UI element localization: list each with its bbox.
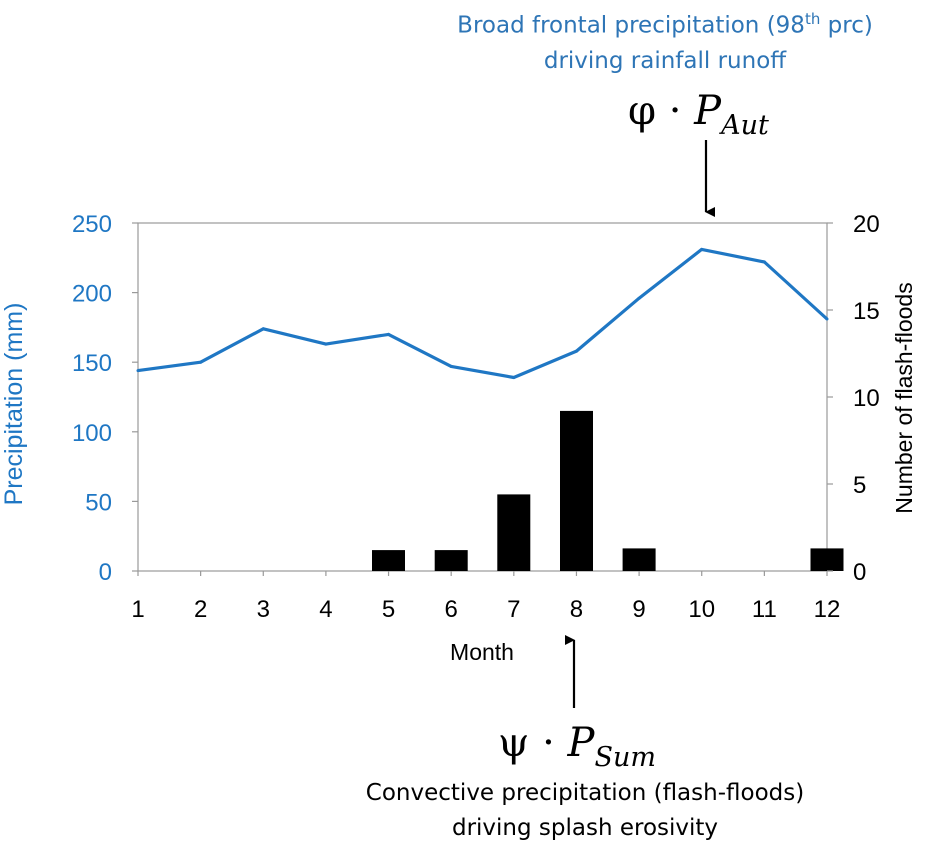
bottom-formula-subscript: Sum bbox=[594, 742, 656, 773]
left-axis-tick-label: 50 bbox=[85, 489, 112, 516]
right-axis-tick-label: 5 bbox=[853, 472, 866, 499]
precipitation-point-month-3 bbox=[261, 327, 265, 331]
x-axis-tick-label: 1 bbox=[131, 596, 144, 623]
flash-flood-bar-month-7 bbox=[497, 494, 531, 571]
x-axis-tick-label: 4 bbox=[319, 596, 332, 623]
precipitation-point-month-11 bbox=[762, 260, 766, 264]
x-axis-tick-label: 10 bbox=[688, 596, 715, 623]
bottom-formula: ψ · PSum bbox=[498, 720, 656, 773]
left-axis-title: Precipitation (mm) bbox=[0, 303, 28, 506]
precipitation-point-month-12 bbox=[825, 317, 829, 321]
precipitation-point-month-5 bbox=[387, 332, 390, 336]
top-annotation-line-1-text: Broad frontal precipitation (98 bbox=[457, 12, 805, 39]
bottom-annotation-line-1: Convective precipitation (flash-floods) bbox=[365, 780, 805, 806]
left-axis-tick-label: 200 bbox=[72, 281, 112, 308]
top-annotation-line-1-end: prc) bbox=[820, 12, 873, 39]
left-axis-tick-label: 150 bbox=[72, 350, 112, 377]
bottom-annotation-line-2: driving splash erosivity bbox=[451, 815, 719, 841]
bottom-formula-greek: ψ bbox=[498, 720, 530, 766]
flash-flood-bar-month-8 bbox=[560, 410, 593, 571]
precipitation-line-group bbox=[136, 247, 829, 380]
right-axis-tick-label: 15 bbox=[853, 298, 880, 325]
flash-flood-bar-month-5 bbox=[372, 550, 405, 571]
top-formula: φ · PAut bbox=[628, 88, 769, 141]
right-axis-tick-label: 10 bbox=[853, 385, 880, 412]
precipitation-point-month-1 bbox=[136, 369, 140, 373]
flash-flood-bar-month-9 bbox=[622, 548, 656, 571]
bottom-formula-dot: · bbox=[542, 720, 555, 766]
top-formula-variable: P bbox=[694, 88, 722, 134]
top-formula-subscript: Aut bbox=[721, 110, 769, 141]
precipitation-line bbox=[137, 247, 829, 380]
bottom-formula-variable: P bbox=[567, 720, 595, 766]
left-axis-tick-label: 100 bbox=[72, 420, 112, 447]
precipitation-point-month-9 bbox=[637, 296, 641, 300]
precipitation-point-month-4 bbox=[324, 342, 328, 346]
x-axis-title: Month bbox=[450, 639, 514, 665]
top-annotation-line-1: Broad frontal precipitation (98th prc) bbox=[395, 2, 925, 44]
x-axis-tick-label: 8 bbox=[570, 596, 583, 623]
precipitation-point-month-7 bbox=[512, 376, 516, 379]
flash-flood-bar-month-12 bbox=[810, 548, 844, 571]
x-axis-tick-label: 12 bbox=[814, 596, 841, 623]
flash-flood-bars bbox=[372, 410, 844, 571]
right-axis-tick-label: 20 bbox=[853, 211, 880, 238]
x-axis-tick-label: 7 bbox=[507, 596, 520, 623]
left-axis-tick-label: 250 bbox=[72, 211, 112, 238]
top-annotation-text: Broad frontal precipitation (98th prc) d… bbox=[395, 2, 925, 79]
x-axis-tick-label: 5 bbox=[382, 596, 395, 623]
precipitation-point-month-10 bbox=[700, 247, 704, 251]
top-annotation-line-2: driving rainfall runoff bbox=[543, 47, 787, 74]
x-axis-tick-label: 2 bbox=[194, 596, 207, 623]
x-axis-tick-label: 6 bbox=[445, 596, 458, 623]
right-axis-tick-label: 0 bbox=[853, 559, 866, 586]
x-axis-tick-label: 9 bbox=[632, 596, 645, 623]
bottom-annotation-text: Convective precipitation (flash-floods) … bbox=[285, 776, 885, 846]
precipitation-point-month-8 bbox=[575, 349, 578, 353]
top-formula-dot: · bbox=[668, 88, 682, 134]
precipitation-point-month-6 bbox=[449, 364, 453, 368]
top-formula-greek: φ bbox=[628, 88, 657, 134]
left-axis-tick-label: 0 bbox=[99, 559, 112, 586]
x-axis-tick-label: 3 bbox=[257, 596, 270, 623]
flash-flood-bar-month-6 bbox=[434, 550, 468, 571]
x-axis-tick-label: 11 bbox=[752, 596, 777, 623]
precipitation-point-month-2 bbox=[199, 360, 203, 364]
top-annotation-superscript: th bbox=[804, 10, 821, 28]
right-axis-title: Number of flash-floods bbox=[891, 282, 917, 513]
plot-area-frame bbox=[137, 222, 828, 572]
